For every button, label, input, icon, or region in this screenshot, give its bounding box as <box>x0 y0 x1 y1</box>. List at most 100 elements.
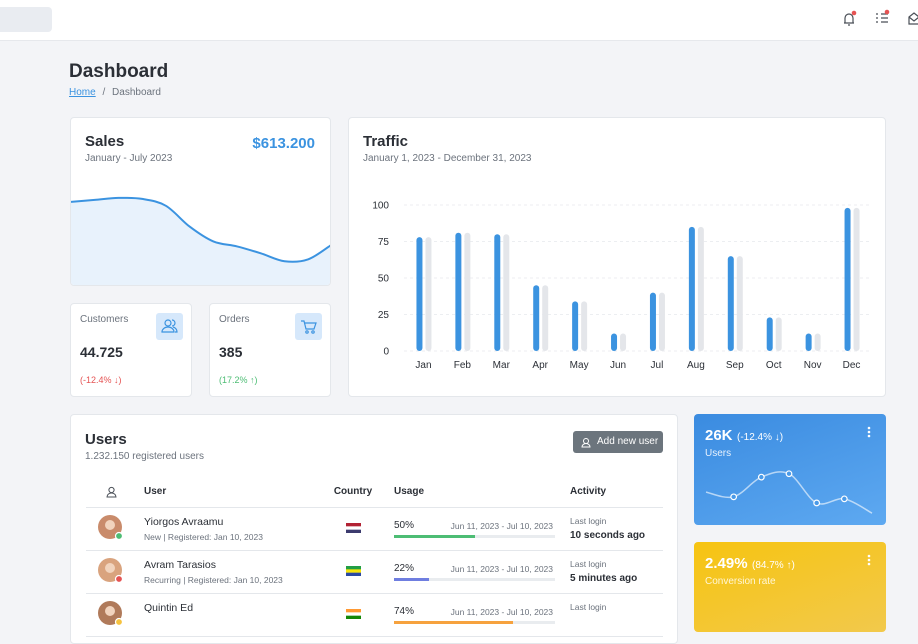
kpi-value: 385 <box>219 344 243 360</box>
card-title: Traffic <box>363 133 409 150</box>
logo-placeholder <box>0 7 52 32</box>
kpi-value: 44.725 <box>80 344 123 360</box>
x-tick-label: Sep <box>726 360 744 371</box>
usage-bar <box>394 535 475 538</box>
breadcrumb: Home / Dashboard <box>69 87 161 98</box>
flag-stripe <box>346 569 361 573</box>
country-flag <box>346 566 361 576</box>
row-divider <box>86 550 663 551</box>
row-divider <box>86 593 663 594</box>
usage-bar <box>394 621 514 624</box>
flag-stripe <box>346 526 361 530</box>
bar <box>611 333 618 351</box>
usage-track <box>394 535 555 538</box>
x-tick-label: Oct <box>766 360 782 371</box>
user-name: Avram Tarasios <box>144 559 216 571</box>
stat-label: Conversion rate <box>705 576 776 587</box>
country-flag <box>346 609 361 619</box>
stat-value: 26K <box>705 427 733 444</box>
customers-card: Customers 44.725 (-12.4% ↓) <box>70 303 192 397</box>
page-title: Dashboard <box>69 61 169 82</box>
sales-card: Sales January - July 2023 $613.200 <box>70 117 331 286</box>
bar <box>572 301 579 351</box>
bar <box>736 256 743 351</box>
x-tick-label: Feb <box>454 360 472 371</box>
column-header: Country <box>333 486 373 497</box>
stat-label: Users <box>705 448 732 459</box>
stat-value: 2.49% <box>705 555 748 572</box>
kpi-change: (-12.4% ↓) <box>80 375 122 385</box>
kpi-label: Orders <box>219 314 250 325</box>
menu-dots[interactable] <box>866 426 872 440</box>
bar <box>805 333 812 351</box>
y-tick-label: 0 <box>383 347 389 358</box>
y-tick-label: 100 <box>372 201 389 212</box>
column-header: Activity <box>570 486 607 497</box>
x-tick-label: May <box>570 360 589 371</box>
users-stat-card: 26K (-12.4% ↓) Users <box>694 414 886 525</box>
usage-period: Jun 11, 2023 - Jul 10, 2023 <box>450 607 553 617</box>
column-header: Usage <box>394 486 425 497</box>
column-header: User <box>144 486 167 497</box>
bar <box>503 234 510 351</box>
x-tick-label: Aug <box>687 360 705 371</box>
bar <box>542 285 549 351</box>
y-tick-label: 25 <box>378 310 390 321</box>
status-dot <box>114 531 124 541</box>
avatar-head <box>105 606 115 616</box>
flag-stripe <box>346 615 361 619</box>
flag-stripe <box>346 566 361 570</box>
sales-line <box>71 196 330 263</box>
traffic-card: Traffic January 1, 2023 - December 31, 2… <box>348 117 886 397</box>
avatar-head <box>105 520 115 530</box>
bar <box>649 292 656 351</box>
x-tick-label: Nov <box>804 360 822 371</box>
stat-change: (84.7% ↑) <box>752 560 795 571</box>
avatar <box>98 515 124 541</box>
card-title: Users <box>85 431 127 448</box>
bar <box>766 317 773 351</box>
x-tick-label: Jul <box>651 360 664 371</box>
row-divider <box>86 507 663 508</box>
bar <box>727 256 734 351</box>
breadcrumb-sep: / <box>102 87 106 98</box>
flag-stripe <box>346 529 361 533</box>
conversion-stat-card: 2.49% (84.7% ↑) Conversion rate <box>694 542 886 632</box>
kpi-label: Customers <box>80 314 129 325</box>
x-tick-label: Apr <box>532 360 548 371</box>
activity-value: 5 minutes ago <box>570 573 638 584</box>
breadcrumb-link[interactable]: Home <box>69 87 96 98</box>
bar <box>697 226 704 351</box>
kpi-icon <box>295 313 322 340</box>
avatar-head <box>105 563 115 573</box>
x-tick-label: Dec <box>843 360 861 371</box>
button-label[interactable]: Add new user <box>597 436 659 447</box>
bar <box>455 232 462 351</box>
card-subtitle: January 1, 2023 - December 31, 2023 <box>363 153 532 164</box>
usage-track <box>394 578 555 581</box>
stat-point <box>757 473 765 481</box>
bar <box>494 234 501 351</box>
bar <box>425 237 432 351</box>
card-subtitle: January - July 2023 <box>85 153 173 164</box>
bar <box>853 207 860 351</box>
user-column-icon <box>106 486 117 498</box>
flag-stripe <box>346 572 361 576</box>
kpi-icon <box>156 313 183 340</box>
usage-period: Jun 11, 2023 - Jul 10, 2023 <box>450 564 553 574</box>
flag-stripe <box>346 523 361 527</box>
y-tick-label: 75 <box>378 237 390 248</box>
bar <box>844 207 851 351</box>
stat-headline: 2.49% (84.7% ↑) <box>705 555 795 573</box>
bar <box>620 333 627 351</box>
usage-bar <box>394 578 430 581</box>
stat-headline: 26K (-12.4% ↓) <box>705 427 783 445</box>
activity-label: Last login <box>570 559 607 569</box>
y-tick-label: 50 <box>378 274 390 285</box>
flag-stripe <box>346 609 361 613</box>
add-user-button[interactable]: Add new user <box>573 431 663 453</box>
top-icons[interactable] <box>838 8 918 30</box>
menu-dots[interactable] <box>866 554 872 568</box>
user-name: Quintin Ed <box>144 602 194 614</box>
